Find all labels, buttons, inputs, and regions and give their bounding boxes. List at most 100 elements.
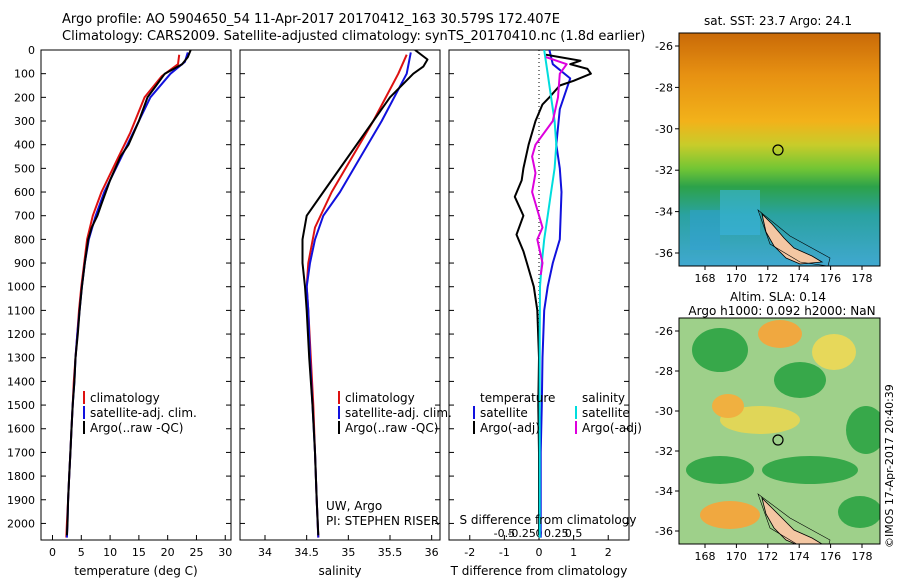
legend-label-satellite: satellite-adj. clim. xyxy=(345,406,452,420)
sst-lon-label: 174 xyxy=(789,272,810,285)
depth-tick-label: 1900 xyxy=(7,494,35,507)
legend-label-argo: Argo(..raw -QC) xyxy=(90,421,183,435)
depth-axis: 0 100 200 300 400 500 600 700 800 900 1000 1100 1200… xyxy=(7,44,629,530)
depth-tick-label: 1400 xyxy=(7,375,35,388)
temperature-panel xyxy=(40,49,232,541)
sla-map-title-1: Altim. SLA: 0.14 xyxy=(730,290,826,304)
salinity-x-tick-label: 35 xyxy=(341,546,355,559)
depth-tick-label: 100 xyxy=(14,68,35,81)
sla-map-title-2: Argo h1000: 0.092 h2000: NaN xyxy=(688,304,875,318)
new-zealand-landmass xyxy=(761,496,823,544)
sst-lat-label: -34 xyxy=(655,206,673,219)
depth-tick-label: 1500 xyxy=(7,399,35,412)
depth-tick-label: 400 xyxy=(14,139,35,152)
legend-label-satellite: satellite-adj. clim. xyxy=(90,406,197,420)
sst-lat-label: -36 xyxy=(655,247,673,260)
depth-tick-label: 1300 xyxy=(7,352,35,365)
sst-lon-label: 176 xyxy=(820,272,841,285)
depth-tick-label: 300 xyxy=(14,115,35,128)
annotation-pi: PI: STEPHEN RISER xyxy=(326,514,439,528)
legend-label-argo-t: Argo(-adj) xyxy=(480,421,540,435)
sla-lon-label: 178 xyxy=(852,550,873,563)
sla-high-patch xyxy=(812,334,856,370)
sla-lat-label: -34 xyxy=(655,485,673,498)
sla-map-frame xyxy=(678,317,881,545)
float-position-marker xyxy=(772,434,784,446)
sla-low-patch xyxy=(762,456,858,484)
sla-lon-label: 172 xyxy=(757,550,778,563)
title-line-1: Argo profile: AO 5904650_54 11-Apr-2017 … xyxy=(62,12,560,27)
legend-label-climatology: climatology xyxy=(90,391,160,405)
difference-legend: temperature salinity satellite Argo(-adj… xyxy=(473,391,642,435)
sla-low-patch xyxy=(774,362,826,398)
temperature-x-tick-label: 15 xyxy=(132,546,146,559)
sla-low-patch xyxy=(846,406,880,454)
salinity-legend: climatology satellite-adj. clim. Argo(..… xyxy=(338,391,452,435)
s-difference-tick-label: 0.25 xyxy=(544,527,569,540)
sst-map-title: sat. SST: 23.7 Argo: 24.1 xyxy=(704,14,852,28)
sla-lat-label: -30 xyxy=(655,405,673,418)
temperature-x-tick-label: 10 xyxy=(103,546,117,559)
imos-credit: ©IMOS 17-Apr-2017 20:40:39 xyxy=(883,384,896,548)
depth-tick-label: 1000 xyxy=(7,281,35,294)
salinity-x-tick-label: 34 xyxy=(258,546,272,559)
legend-label-argo: Argo(..raw -QC) xyxy=(345,421,438,435)
sst-lon-label: 178 xyxy=(852,272,873,285)
map-axes: -26 -28 -30 -32 -34 -36 168 170 172 174 176 178 -26 -… xyxy=(655,40,872,563)
temperature-x-tick-label: 20 xyxy=(161,546,175,559)
sla-map xyxy=(679,318,880,544)
legend-label-satellite-s: satellite xyxy=(582,406,630,420)
salinity-x-tick-label: 35.5 xyxy=(378,546,403,559)
depth-tick-label: 1100 xyxy=(7,304,35,317)
sla-low-patch xyxy=(838,496,880,528)
sst-lat-label: -26 xyxy=(655,40,673,53)
difference-satellite-s-line xyxy=(538,50,558,538)
temperature-xlabel: temperature (deg C) xyxy=(74,564,197,578)
legend-label-argo-s: Argo(-adj) xyxy=(582,421,642,435)
sla-lat-label: -28 xyxy=(655,365,673,378)
depth-tick-label: 800 xyxy=(14,233,35,246)
sla-lon-label: 168 xyxy=(695,550,716,563)
difference-xlabel: T difference from climatology xyxy=(450,564,628,578)
depth-tick-label: 2000 xyxy=(7,517,35,530)
temperature-legend: climatology satellite-adj. clim. Argo(..… xyxy=(83,391,197,435)
salinity-difference-label: S difference from climatology xyxy=(460,513,637,527)
difference-x-tick-label: 2 xyxy=(605,546,612,559)
difference-x-tick-label: -1 xyxy=(499,546,510,559)
sst-cool-patch xyxy=(690,210,720,250)
difference-satellite-line xyxy=(539,50,572,538)
temperature-x-tick-label: 0 xyxy=(49,546,56,559)
title-line-2: Climatology: CARS2009. Satellite-adjuste… xyxy=(62,29,646,44)
depth-tick-label: 900 xyxy=(14,257,35,270)
bathymetry-contour xyxy=(757,493,831,544)
sst-lat-label: -30 xyxy=(655,123,673,136)
depth-tick-label: 200 xyxy=(14,91,35,104)
salinity-panel xyxy=(239,49,441,541)
new-zealand-landmass xyxy=(761,212,824,265)
sst-lat-label: -32 xyxy=(655,164,673,177)
sla-lat-label: -26 xyxy=(655,325,673,338)
s-difference-tick-label: -0.25 xyxy=(507,527,535,540)
legend-title-temperature: temperature xyxy=(480,391,555,405)
legend-label-satellite-t: satellite xyxy=(480,406,528,420)
sla-lat-label: -36 xyxy=(655,525,673,538)
temperature-x-tick-label: 25 xyxy=(189,546,203,559)
temperature-x-tick-label: 5 xyxy=(78,546,85,559)
temperature-argo-raw-qc-line xyxy=(65,50,192,536)
depth-tick-label: 500 xyxy=(14,162,35,175)
sst-lat-label: -28 xyxy=(655,81,673,94)
sst-cool-patch xyxy=(720,190,760,235)
difference-x-tick-label: 1 xyxy=(570,546,577,559)
salinity-x-tick-label: 34.5 xyxy=(294,546,319,559)
sla-high-patch xyxy=(700,501,760,529)
sla-high-patch xyxy=(758,320,802,348)
legend-title-salinity: salinity xyxy=(582,391,625,405)
difference-argo-adj-s-line xyxy=(531,56,568,276)
depth-tick-label: 700 xyxy=(14,210,35,223)
depth-tick-label: 1600 xyxy=(7,423,35,436)
sla-low-patch xyxy=(692,328,748,372)
depth-tick-label: 1800 xyxy=(7,470,35,483)
sla-lat-label: -32 xyxy=(655,445,673,458)
depth-tick-label: 1700 xyxy=(7,446,35,459)
